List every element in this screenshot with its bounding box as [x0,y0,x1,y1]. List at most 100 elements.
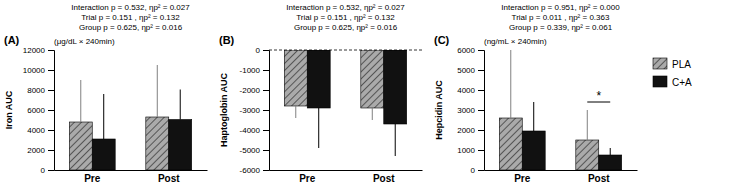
bar [169,120,192,171]
bar [146,117,169,170]
stats-line: Trial p = 0.011 , ηp² = 0.363 [512,13,610,22]
series [92,90,191,171]
y-tick-label: 4000 [27,126,45,135]
y-tick-mark [48,110,54,111]
error-bar [80,80,81,122]
bar [307,50,330,108]
y-axis-line [478,51,485,171]
y-tick-mark [478,150,484,151]
stats-line: Trial p = 0.151 , ηp² = 0.132 [81,13,180,22]
y-tick: 0 [256,46,269,55]
x-tick-label: Post [158,173,180,184]
y-tick: 3000 [457,106,484,115]
y-tick-label: 10000 [23,66,46,75]
stats-line: Interaction p = 0.951, ηp² = 0.000 [501,3,620,12]
y-tick-label: -6000 [240,166,261,175]
y-axis: -6000 -5000 -4000 -3000 -2000 -1000 0 [240,46,270,175]
y-tick-label: 2000 [457,126,475,135]
bar [284,50,307,106]
y-tick: 6000 [457,46,484,55]
y-tick-label: -4000 [240,126,261,135]
stats-line: Group p = 0.625, ηp² = 0.016 [294,23,398,32]
y-axis-title: Hepcidin AUC [434,80,444,140]
stats-line: Trial p = 0.151 , ηp² = 0.132 [296,13,395,22]
bar [522,131,545,170]
y-tick: -1000 [240,66,269,75]
series [307,50,406,156]
y-tick-mark [263,90,269,91]
chart: 020004000600080001000012000PrePost(μg/dL… [0,0,735,195]
x-tick: Post [158,173,180,184]
x-tick: Pre [84,173,101,184]
y-tick-label: 2000 [27,146,45,155]
y-tick-mark [48,170,54,171]
x-tick-label: Pre [514,173,531,184]
error-bar [103,94,104,139]
y-axis-title: Iron AUC [4,90,14,129]
x-axis-line [270,170,423,171]
y-tick-label: 8000 [27,86,45,95]
y-tick-label: -2000 [240,86,261,95]
bar [92,139,115,170]
bar [499,118,522,170]
bar [599,155,622,170]
panel: 020004000600080001000012000PrePost(μg/dL… [4,3,208,184]
y-tick: 2000 [457,126,484,135]
panel-title: (C) [434,34,450,46]
zero-line [269,50,422,51]
bar [69,122,92,170]
error-bar [587,110,588,140]
x-axis: Pre Post [55,171,208,185]
x-tick: Post [588,173,610,184]
y-tick-label: 0 [41,166,46,175]
error-bar [533,102,534,131]
bar [361,50,384,108]
y-tick-mark [263,50,269,51]
plot-area [499,50,621,170]
y-tick-mark [48,130,54,131]
y-tick: 8000 [27,86,54,95]
error-bar [157,65,158,117]
y-tick-mark [263,130,269,131]
y-tick: -5000 [240,146,269,155]
series [499,50,598,170]
y-tick-label: 3000 [457,106,475,115]
y-tick-label: 6000 [457,46,475,55]
y-tick: 0 [471,166,484,175]
series [284,50,383,120]
x-tick-label: Pre [84,173,101,184]
error-bar [610,148,611,155]
panel: 0 1000 2000 3000 4000 5000 6000 Pre Post (ng/mL ×… [434,3,638,184]
y-tick-label: 4000 [457,86,475,95]
y-tick: 1000 [457,146,484,155]
y-tick-label: -5000 [240,146,261,155]
y-tick-mark [478,110,484,111]
error-bar [510,50,511,118]
plot-area [284,50,406,156]
panel-title: (B) [219,34,235,46]
x-axis-line [485,170,638,171]
legend-label: C+A [672,77,692,88]
x-axis: Pre Post [485,171,638,185]
legend-item: PLA [653,58,691,70]
y-tick-mark [478,50,484,51]
error-bar [295,106,296,118]
y-tick: -6000 [240,166,269,175]
stats-line: Group p = 0.339, ηp² = 0.061 [509,23,613,32]
y-tick-mark [48,90,54,91]
legend: PLA C+A [653,58,692,88]
y-tick: 4000 [457,86,484,95]
panel-title: (A) [4,34,20,46]
y-tick: -3000 [240,106,269,115]
y-tick-label: 1000 [457,146,475,155]
units-label: (μg/dL × 240min) [54,37,115,46]
y-tick-mark [263,150,269,151]
units-label: (ng/mL × 240min) [484,37,547,46]
y-axis-title: Haptoglobin AUC [219,72,229,147]
bar [576,140,599,170]
y-tick-label: 0 [471,166,476,175]
y-tick-mark [263,170,269,171]
x-tick: Pre [514,173,531,184]
error-bar [395,124,396,156]
y-tick-label: 5000 [457,66,475,75]
